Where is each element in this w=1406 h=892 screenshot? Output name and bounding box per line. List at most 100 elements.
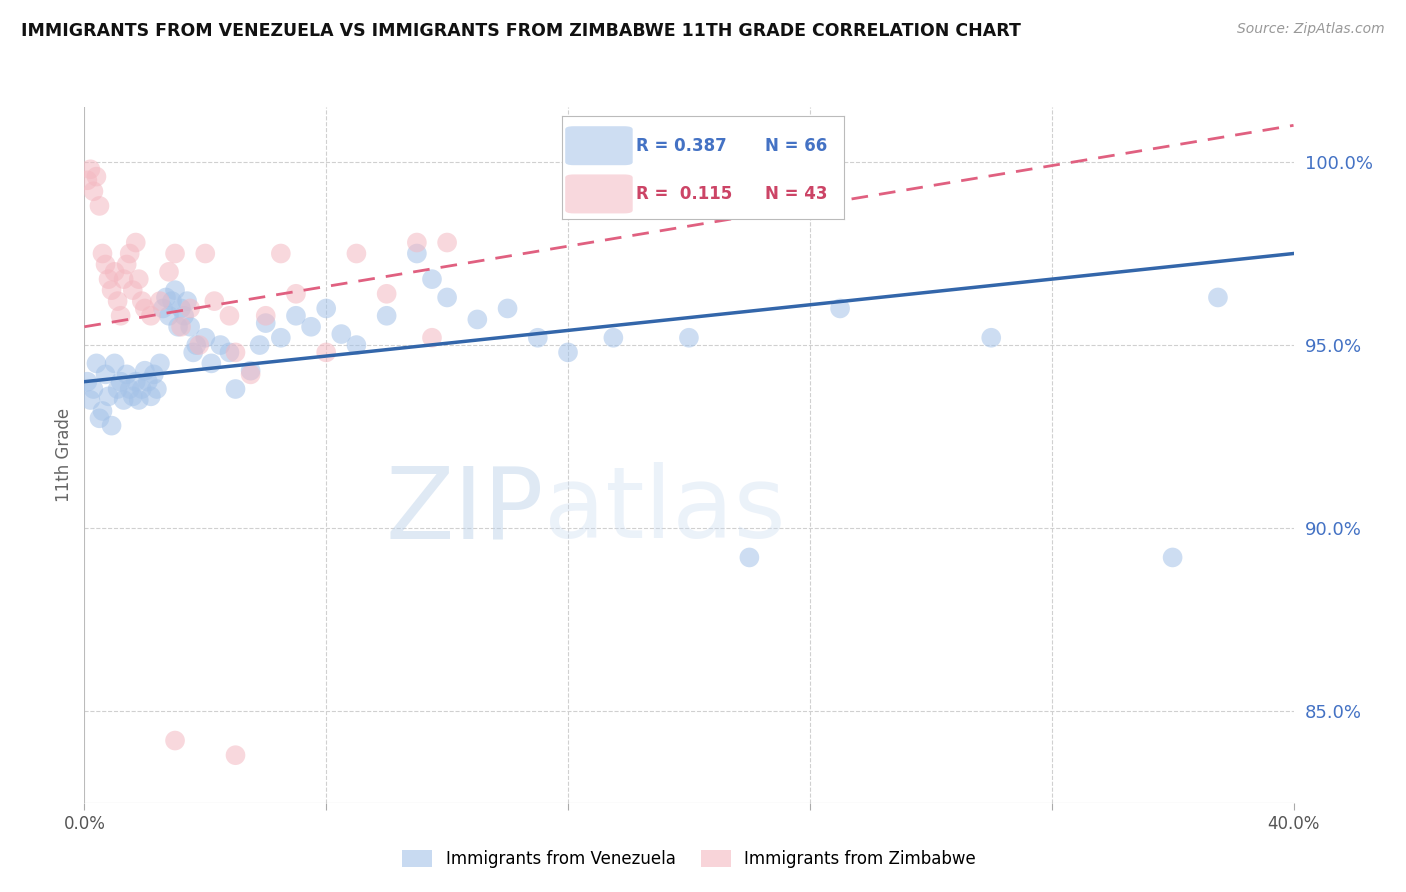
Point [420,331,443,345]
Point [179,301,201,316]
Point [467,312,489,326]
Point [125,235,148,250]
Point [128,272,150,286]
Point [170,301,193,316]
Point [97,389,120,403]
Point [420,272,443,286]
Point [91,404,114,418]
Point [285,309,308,323]
Point [315,301,337,316]
Point [82,184,104,198]
Point [375,309,398,323]
Point [104,265,127,279]
Text: N = 43: N = 43 [765,185,827,202]
Point [299,319,322,334]
Point [118,382,141,396]
Point [218,309,240,323]
Point [112,392,135,407]
Point [167,319,190,334]
Point [91,246,114,260]
Point [496,301,519,316]
Point [89,411,111,425]
FancyBboxPatch shape [565,127,633,165]
Point [738,550,761,565]
Point [136,375,159,389]
Text: IMMIGRANTS FROM VENEZUELA VS IMMIGRANTS FROM ZIMBABWE 11TH GRADE CORRELATION CHA: IMMIGRANTS FROM VENEZUELA VS IMMIGRANTS … [21,22,1021,40]
Point [249,338,271,352]
Legend: Immigrants from Venezuela, Immigrants from Zimbabwe: Immigrants from Venezuela, Immigrants fr… [395,843,983,874]
Point [86,169,108,184]
Point [173,309,195,323]
Point [194,331,217,345]
Point [160,294,183,309]
Text: ZIP: ZIP [385,462,544,559]
Point [79,392,101,407]
Point [165,283,187,297]
Point [239,368,262,382]
Point [139,389,162,403]
Point [157,309,180,323]
Point [134,364,156,378]
Point [436,290,458,304]
Point [181,345,204,359]
Point [149,294,172,309]
Point [254,316,277,330]
Point [76,173,98,187]
Point [157,265,180,279]
FancyBboxPatch shape [565,175,633,213]
Text: R = 0.387: R = 0.387 [636,136,727,154]
Point [254,309,277,323]
Point [121,283,143,297]
Y-axis label: 11th Grade: 11th Grade [55,408,73,502]
Point [346,338,368,352]
Point [131,382,153,396]
Point [225,382,247,396]
Point [100,283,122,297]
Point [202,294,225,309]
Point [131,294,153,309]
Point [406,235,429,250]
Point [225,345,247,359]
Point [176,294,198,309]
Point [270,331,292,345]
Point [107,294,129,309]
Text: N = 66: N = 66 [765,136,827,154]
Point [602,331,624,345]
Text: atlas: atlas [544,462,786,559]
Point [1161,550,1184,565]
Point [170,319,193,334]
Point [110,375,132,389]
Point [115,368,138,382]
Point [94,258,117,272]
Point [149,356,172,370]
Point [139,309,162,323]
Point [330,327,353,342]
Point [155,290,177,304]
Point [200,356,222,370]
Point [110,309,132,323]
Text: Source: ZipAtlas.com: Source: ZipAtlas.com [1237,22,1385,37]
Point [121,389,143,403]
Point [188,338,211,352]
Point [980,331,1002,345]
Point [225,748,247,763]
Point [89,199,111,213]
Point [86,356,108,370]
Point [152,301,174,316]
Point [94,368,117,382]
Point [134,301,156,316]
Point [118,246,141,260]
Point [165,246,187,260]
Point [186,338,208,352]
Point [285,286,308,301]
Point [104,356,127,370]
Point [179,319,201,334]
Point [115,258,138,272]
Point [82,382,104,396]
Point [142,368,165,382]
Point [125,375,148,389]
Point [239,364,262,378]
Point [375,286,398,301]
Point [194,246,217,260]
Point [315,345,337,359]
